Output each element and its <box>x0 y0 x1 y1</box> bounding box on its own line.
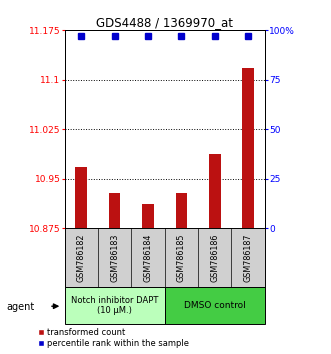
Bar <box>65 287 165 324</box>
Text: DMSO control: DMSO control <box>184 301 246 310</box>
Bar <box>109 193 120 228</box>
Bar <box>142 204 154 228</box>
Bar <box>175 193 187 228</box>
Legend: transformed count, percentile rank within the sample: transformed count, percentile rank withi… <box>37 328 189 348</box>
Text: GSM786186: GSM786186 <box>210 233 219 282</box>
Title: GDS4488 / 1369970_at: GDS4488 / 1369970_at <box>96 16 233 29</box>
Text: GSM786184: GSM786184 <box>143 233 153 282</box>
Text: agent: agent <box>7 302 35 312</box>
Bar <box>242 68 254 228</box>
Text: GSM786183: GSM786183 <box>110 233 119 282</box>
Text: GSM786187: GSM786187 <box>244 233 253 282</box>
Bar <box>75 167 87 228</box>
Text: Notch inhibitor DAPT
(10 μM.): Notch inhibitor DAPT (10 μM.) <box>71 296 158 315</box>
Text: GSM786182: GSM786182 <box>77 233 86 282</box>
Bar <box>165 287 265 324</box>
Text: GSM786185: GSM786185 <box>177 233 186 282</box>
Bar <box>209 154 220 228</box>
